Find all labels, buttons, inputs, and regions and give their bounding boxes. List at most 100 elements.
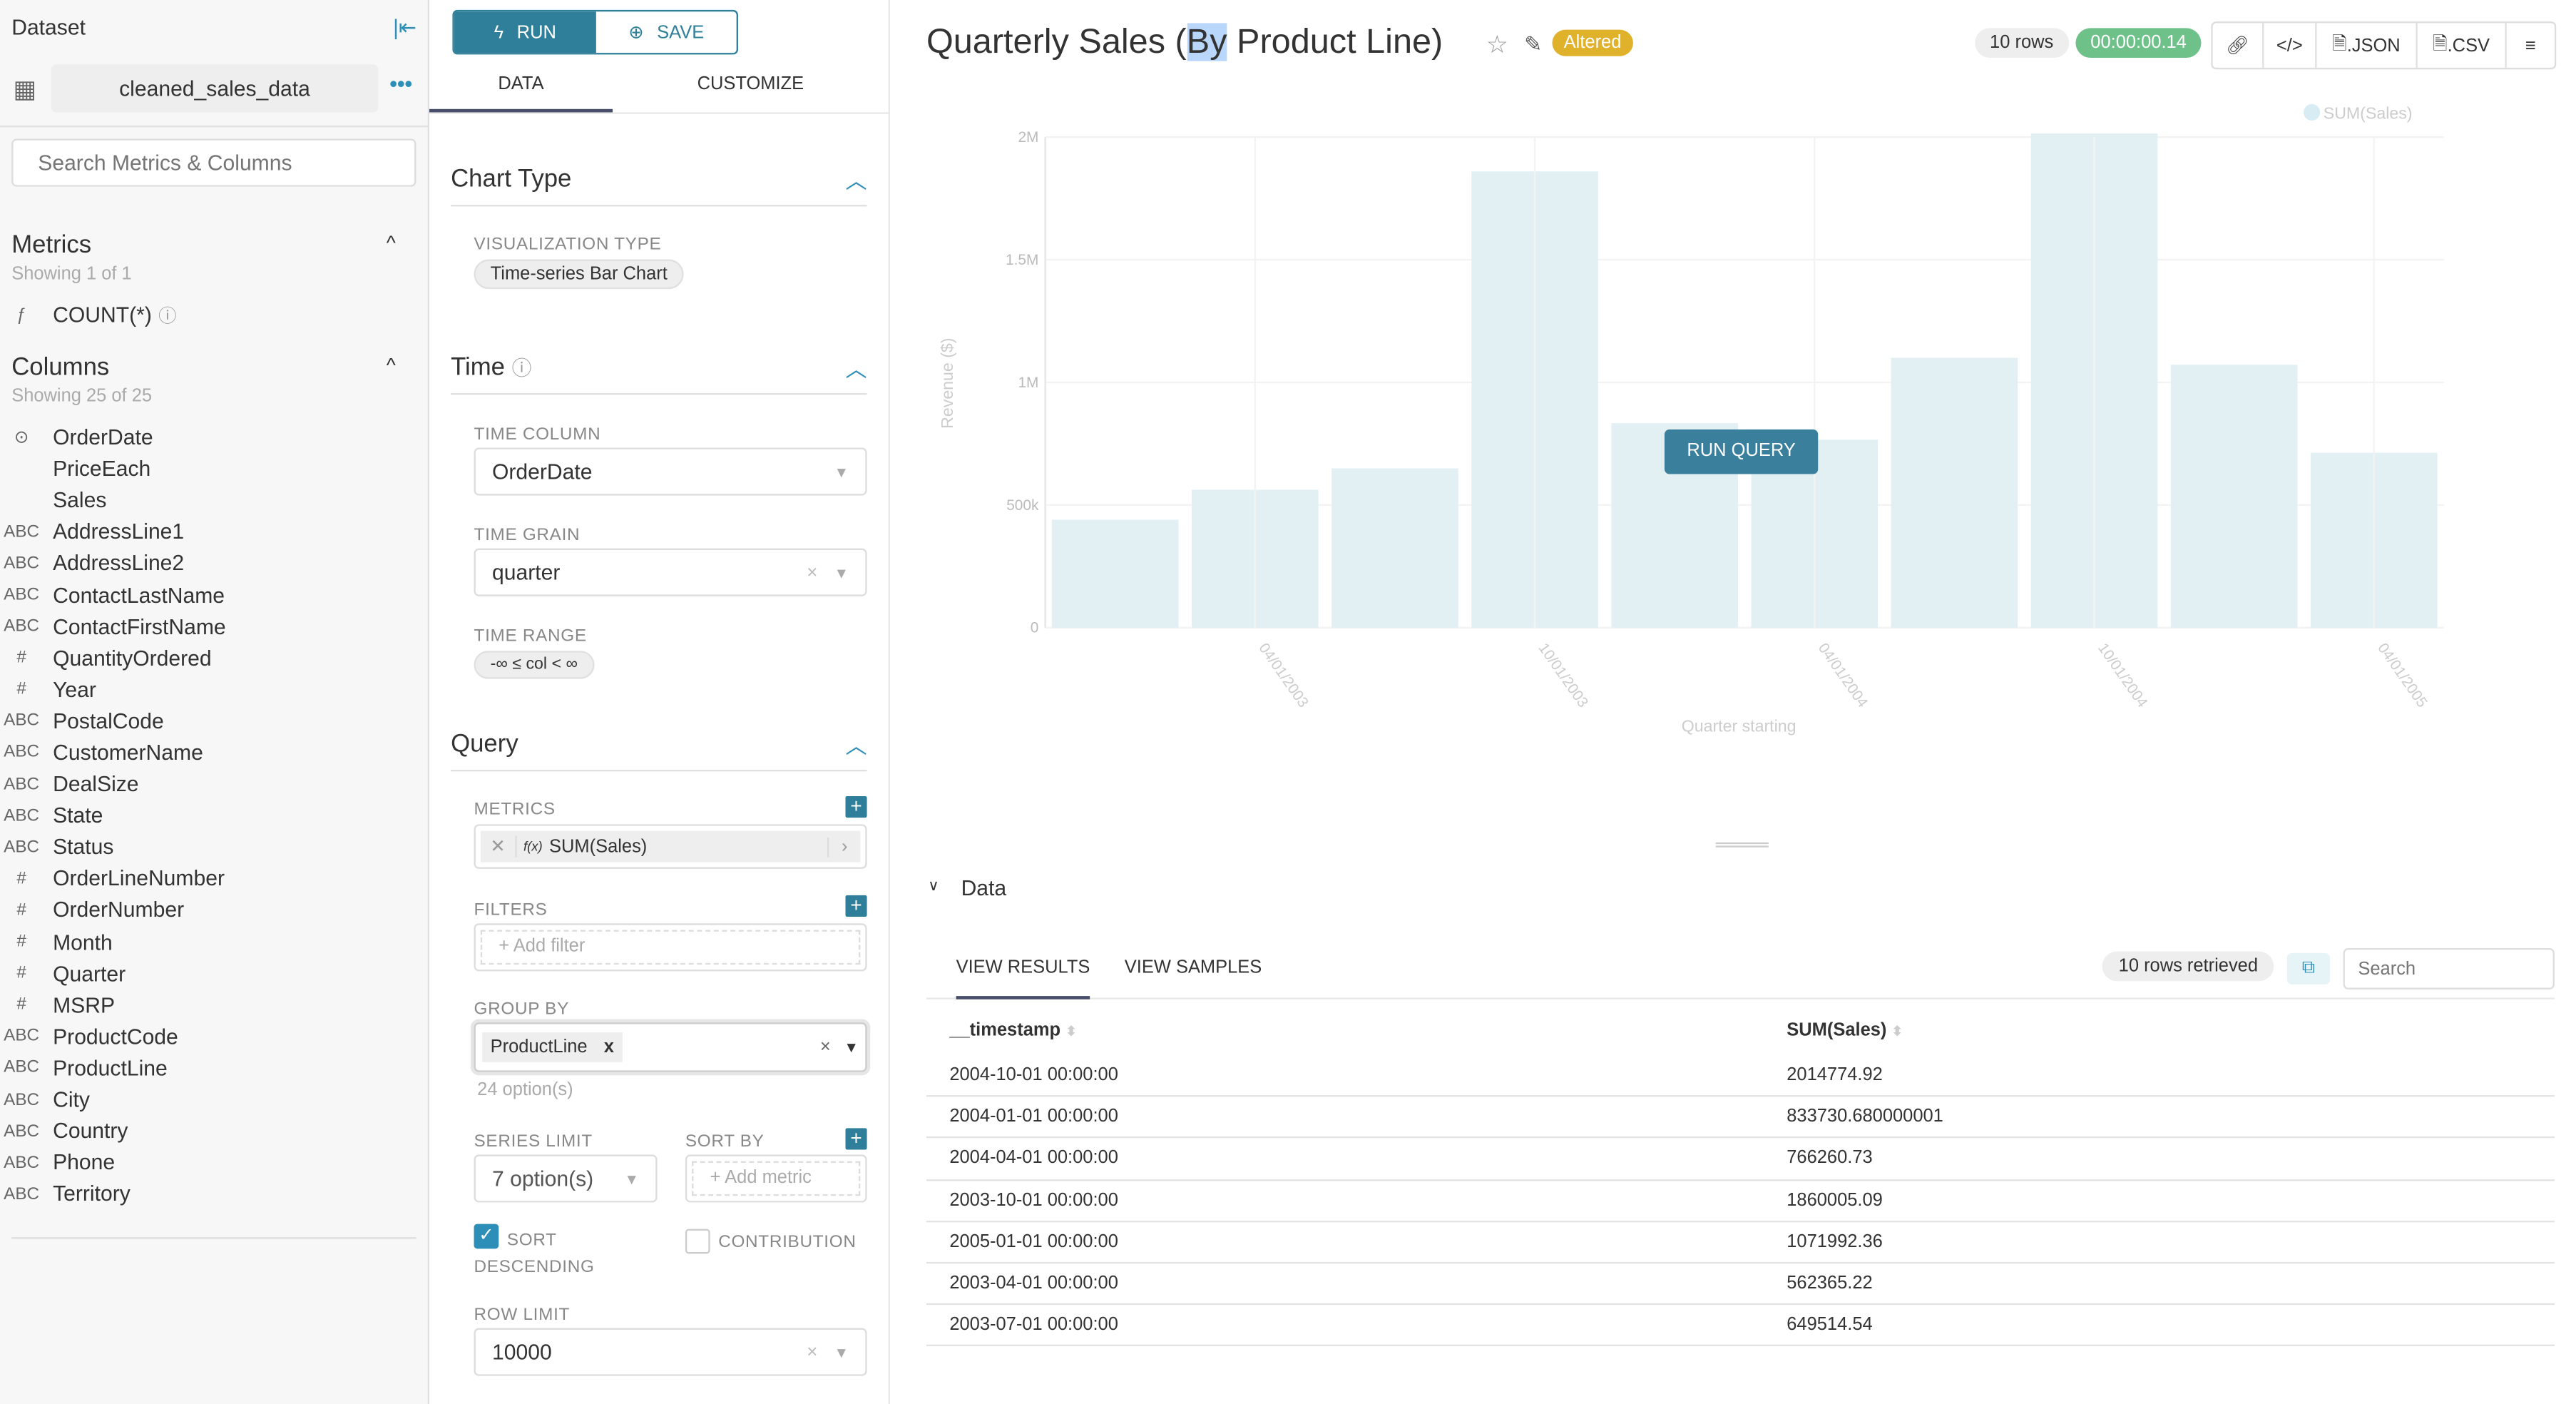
column-item[interactable]: ABC Territory (0, 1178, 226, 1209)
column-item[interactable]: ABC ContactLastName (0, 579, 226, 610)
column-item[interactable]: ABC Status (0, 831, 226, 863)
resize-handle[interactable] (1715, 842, 1769, 848)
column-item[interactable]: ABC AddressLine1 (0, 516, 226, 547)
column-item[interactable]: ABC State (0, 800, 226, 831)
altered-badge[interactable]: Altered (1552, 29, 1633, 56)
column-header-sum-sales[interactable]: SUM(Sales) ⬍ (1787, 1020, 1903, 1040)
search-metrics-input[interactable] (11, 138, 416, 187)
embed-code-icon[interactable]: </> (2264, 23, 2317, 68)
chevron-down-icon[interactable]: ∨ (928, 877, 939, 894)
remove-icon[interactable]: ✕ (481, 835, 517, 858)
column-name: State (53, 803, 103, 828)
caret-down-icon: ▼ (844, 1039, 859, 1056)
time-grain-select[interactable]: quarter × ▼ (474, 548, 867, 596)
group-by-tag[interactable]: ProductLine x (482, 1032, 623, 1062)
sort-descending-checkbox[interactable]: ✓ (474, 1224, 499, 1249)
clear-icon[interactable]: × (819, 1037, 831, 1057)
row-limit-select[interactable]: 10000 × ▼ (474, 1328, 867, 1376)
add-metric-plus-icon[interactable]: + (845, 795, 867, 818)
column-item[interactable]: # QuantityOrdered (0, 642, 226, 673)
column-item[interactable]: ABC Country (0, 1115, 226, 1146)
query-section[interactable]: Query ︿ (451, 728, 867, 772)
column-item[interactable]: ⊙ OrderDate (0, 421, 226, 452)
info-icon[interactable]: ⓘ (511, 357, 532, 380)
table-row: 2004-10-01 00:00:00 2014774.92 (926, 1055, 2555, 1097)
column-item[interactable]: ABC Phone (0, 1146, 226, 1178)
filters-field[interactable]: + Add filter (474, 923, 867, 972)
column-item[interactable]: ABC AddressLine2 (0, 547, 226, 579)
column-item[interactable]: # OrderNumber (0, 895, 226, 926)
column-item[interactable]: ABC ProductCode (0, 1020, 226, 1052)
table-cell: 562365.22 (1787, 1273, 1873, 1293)
group-by-select[interactable]: ProductLine x × ▼ (474, 1022, 867, 1072)
chevron-right-icon: › (827, 836, 860, 857)
string-type-icon: ABC (4, 584, 40, 605)
data-section-title[interactable]: Data (961, 875, 1007, 900)
column-item[interactable]: Sales (0, 484, 226, 516)
viz-type-pill[interactable]: Time-series Bar Chart (474, 259, 684, 290)
y-axis-label: Revenue ($) (938, 337, 956, 428)
column-item[interactable]: PriceEach (0, 453, 226, 484)
table-cell: 766260.73 (1787, 1149, 1873, 1169)
chart-panel: Quarterly Sales (By Product Line) ☆ ✎ Al… (890, 0, 2576, 1404)
metric-item[interactable]: ƒ COUNT(*) ⓘ (0, 299, 177, 330)
collapse-icon[interactable]: |⇤ (393, 14, 417, 40)
copy-icon[interactable]: ⧉ (2286, 952, 2331, 985)
sort-by-field[interactable]: + Add metric (685, 1154, 867, 1203)
column-item[interactable]: ABC DealSize (0, 768, 226, 800)
column-item[interactable]: # Month (0, 926, 226, 957)
link-icon[interactable]: 🔗︎ (2213, 23, 2264, 68)
tab-view-results[interactable]: VIEW RESULTS (956, 958, 1090, 999)
contribution-checkbox[interactable] (685, 1228, 710, 1254)
column-item[interactable]: # Year (0, 673, 226, 705)
remove-tag-icon[interactable]: x (603, 1037, 614, 1057)
column-item[interactable]: ABC ProductLine (0, 1052, 226, 1084)
column-item[interactable]: ABC PostalCode (0, 705, 226, 736)
string-type-icon: ABC (4, 1057, 40, 1078)
table-row: 2004-04-01 00:00:00 766260.73 (926, 1139, 2555, 1181)
menu-icon[interactable]: ≡ (2525, 35, 2536, 56)
results-search-input[interactable] (2343, 947, 2555, 990)
help-icon[interactable]: ⓘ (158, 306, 177, 327)
function-icon: ƒ (16, 305, 26, 325)
add-filter-plus-icon[interactable]: + (845, 895, 867, 917)
tab-data[interactable]: DATA (429, 66, 613, 113)
column-header-timestamp[interactable]: __timestamp ⬍ (926, 1020, 1787, 1040)
save-button[interactable]: ⊕ SAVE (596, 11, 737, 53)
star-icon[interactable]: ☆ (1486, 31, 1509, 60)
clear-icon[interactable]: × (807, 562, 818, 583)
dataset-name[interactable]: cleaned_sales_data (51, 64, 379, 113)
metrics-collapse-chevron-icon[interactable]: ^ (386, 231, 396, 255)
add-sort-plus-icon[interactable]: + (845, 1127, 867, 1150)
export-json-button[interactable]: 🗎︎ .JSON (2317, 23, 2418, 68)
column-item[interactable]: ABC City (0, 1084, 226, 1115)
time-section[interactable]: Time ⓘ ︿ (451, 352, 867, 395)
title-part: Quarterly Sales ( (926, 23, 1187, 61)
more-options-icon[interactable]: ••• (389, 71, 413, 96)
metric-tag[interactable]: ✕ f(x) SUM(Sales) › (480, 830, 861, 863)
run-button[interactable]: ϟ RUN (454, 11, 596, 54)
chevron-up-icon: ︿ (845, 733, 867, 758)
clear-icon[interactable]: × (807, 1342, 818, 1362)
y-tick-label: 1M (1018, 375, 1038, 391)
chart-title[interactable]: Quarterly Sales (By Product Line) (926, 23, 1443, 63)
table-cell: 2003-10-01 00:00:00 (949, 1190, 1118, 1211)
column-item[interactable]: ABC ContactFirstName (0, 611, 226, 642)
run-query-button[interactable]: RUN QUERY (1664, 429, 1819, 474)
edit-icon[interactable]: ✎ (1524, 31, 1543, 56)
tab-customize[interactable]: CUSTOMIZE (697, 74, 804, 94)
column-item[interactable]: # Quarter (0, 957, 226, 989)
series-limit-select[interactable]: 7 option(s) ▼ (474, 1154, 658, 1203)
numeric-type-icon: # (16, 679, 26, 700)
plus-icon: + (710, 1167, 725, 1188)
metrics-field[interactable]: ✕ f(x) SUM(Sales) › (474, 824, 867, 869)
tab-view-samples[interactable]: VIEW SAMPLES (1124, 957, 1262, 978)
time-range-pill[interactable]: -∞ ≤ col < ∞ (474, 651, 595, 679)
time-column-select[interactable]: OrderDate ▼ (474, 447, 867, 496)
column-item[interactable]: ABC CustomerName (0, 736, 226, 768)
column-item[interactable]: # OrderLineNumber (0, 863, 226, 894)
export-csv-button[interactable]: 🗎︎ .CSV (2418, 23, 2507, 68)
column-item[interactable]: # MSRP (0, 989, 226, 1020)
chart-type-section[interactable]: Chart Type ︿ (451, 163, 867, 207)
columns-collapse-chevron-icon[interactable]: ^ (386, 353, 396, 377)
